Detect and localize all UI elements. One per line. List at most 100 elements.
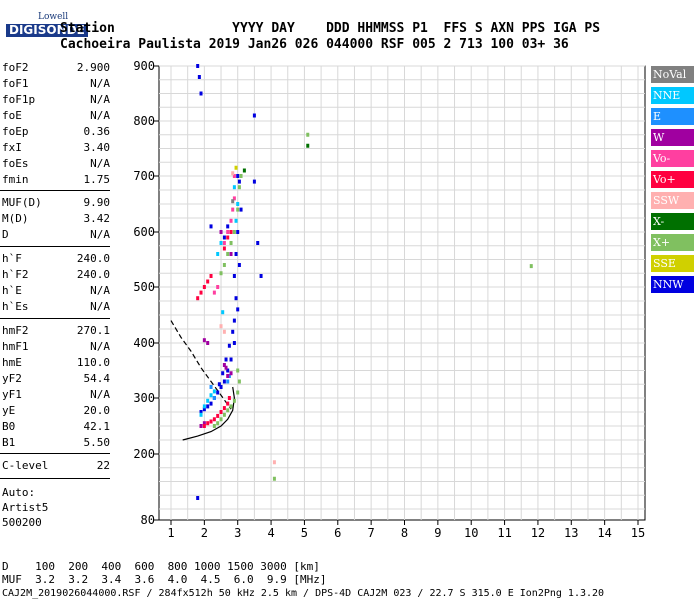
echo-point-ssw xyxy=(231,171,235,176)
echo-point-ssw xyxy=(222,329,226,334)
echo-point-x- xyxy=(237,185,241,190)
echo-point-ssw xyxy=(219,324,223,329)
param-yf2: yF2 54.4 xyxy=(2,371,110,387)
echo-point-nnw xyxy=(226,224,230,229)
echo-point-vo- xyxy=(212,290,216,295)
param-value: N/A xyxy=(90,388,110,401)
param-separator xyxy=(0,478,110,479)
param-fof2: foF2 2.900 xyxy=(2,60,110,76)
param-value: N/A xyxy=(90,109,110,122)
echo-point-nnw xyxy=(217,382,221,387)
echo-point-x- xyxy=(237,379,241,384)
echo-point-e xyxy=(226,379,230,384)
header-values: Cachoeira Paulista 2019 Jan26 026 044000… xyxy=(60,37,569,52)
echo-point-vo- xyxy=(209,419,213,424)
param-b1: B1 5.50 xyxy=(2,435,110,451)
x-tick-label: 7 xyxy=(368,526,375,540)
echo-point-x- xyxy=(306,132,310,137)
x-tick-label: 12 xyxy=(531,526,545,540)
echo-point-vo- xyxy=(202,424,206,428)
param-m-d-: M(D) 3.42 xyxy=(2,211,110,227)
muf-distance-row: D 100 200 400 600 800 1000 1500 3000 [km… xyxy=(2,560,320,573)
echo-point-w xyxy=(202,338,206,343)
legend-nnw: NNW xyxy=(651,276,694,293)
echo-point-x- xyxy=(236,368,240,373)
echo-point-x- xyxy=(232,398,236,403)
param-fmin: fmin 1.75 xyxy=(2,172,110,188)
param-value: 110.0 xyxy=(76,356,110,369)
echo-point-nnw xyxy=(226,368,230,373)
legend-w: W xyxy=(651,129,694,146)
x-tick-label: 9 xyxy=(434,526,441,540)
logo-digisonde: DIGISONDE xyxy=(6,24,88,37)
param-name: fxI xyxy=(2,141,22,154)
echo-point-x- xyxy=(272,476,276,481)
echo-point-x- xyxy=(219,417,223,422)
echo-point-vo- xyxy=(202,285,206,289)
echo-point-nne xyxy=(234,218,238,223)
param-name: h`E xyxy=(2,284,22,297)
y-tick-label: 900 xyxy=(133,59,155,73)
echo-point-nnw xyxy=(202,407,206,412)
param-value: 54.4 xyxy=(83,372,111,385)
echo-point-nnw xyxy=(206,404,210,409)
param-name: M(D) xyxy=(2,212,29,225)
echo-point-nnw xyxy=(196,496,200,500)
x-tick-label: 2 xyxy=(201,526,208,540)
echo-point-nnw xyxy=(234,252,238,256)
echo-point-nne xyxy=(212,389,216,394)
echo-point-noval xyxy=(231,199,235,204)
param-value: N/A xyxy=(90,77,110,90)
echo-point-x- xyxy=(219,271,223,276)
echo-point-vo- xyxy=(206,421,210,426)
param-name: foF2 xyxy=(2,61,29,74)
echo-point-nnw xyxy=(221,371,225,376)
echo-point-vo- xyxy=(209,274,213,278)
echo-point-vo- xyxy=(222,241,226,245)
param-name: foF1p xyxy=(2,93,36,106)
x-tick-label: 5 xyxy=(301,526,308,540)
echo-point-vo- xyxy=(222,406,226,411)
param-hmf1: hmF1 N/A xyxy=(2,339,110,355)
echo-point-nne xyxy=(232,185,236,190)
param-h-f2: h`F2 240.0 xyxy=(2,267,110,283)
echo-point-w xyxy=(226,374,230,378)
profile-dashed-line xyxy=(170,320,232,410)
param-value: 5.50 xyxy=(83,436,111,449)
param-fof1p: foF1p N/A xyxy=(2,92,110,108)
param-name: fmin xyxy=(2,173,29,186)
echo-point-nnw xyxy=(219,385,223,389)
echo-point-sse xyxy=(234,165,238,170)
param-c-level: C-level 22 xyxy=(2,458,110,474)
x-tick-label: 6 xyxy=(334,526,341,540)
legend-vo-: Vo- xyxy=(651,150,694,167)
x-tick-label: 14 xyxy=(597,526,611,540)
echo-point-nnw xyxy=(227,343,231,348)
param-name: hmF2 xyxy=(2,324,29,337)
param-h-e: h`E N/A xyxy=(2,283,110,299)
echo-point-vo- xyxy=(219,410,223,414)
param-name: MUF(D) xyxy=(2,196,42,209)
echo-point-nnw xyxy=(232,318,236,323)
x-tick-label: 15 xyxy=(631,526,645,540)
y-tick-label: 700 xyxy=(133,169,155,183)
echo-point-vo- xyxy=(226,230,230,234)
param-value: 1.75 xyxy=(83,173,111,186)
plot-frame xyxy=(158,65,646,521)
echo-point-vo- xyxy=(232,196,236,201)
file-info: CAJ2M_2019026044000.RSF / 284fx512h 50 k… xyxy=(2,588,605,599)
echo-point-e xyxy=(227,374,231,378)
legend-noval: NoVal xyxy=(651,66,694,83)
echo-point-e xyxy=(212,396,216,400)
echo-point-x- xyxy=(242,168,246,173)
echo-point-x- xyxy=(229,404,233,409)
echo-point-vo- xyxy=(226,401,230,406)
echo-point-x- xyxy=(222,263,226,267)
legend-nne: NNE xyxy=(651,87,694,104)
param-value: N/A xyxy=(90,157,110,170)
echo-point-w xyxy=(222,363,226,367)
echo-point-nnw xyxy=(239,207,243,212)
logo-lowell: Lowell xyxy=(38,12,69,22)
param-name: yF2 xyxy=(2,372,22,385)
echo-point-nnw xyxy=(236,307,240,312)
